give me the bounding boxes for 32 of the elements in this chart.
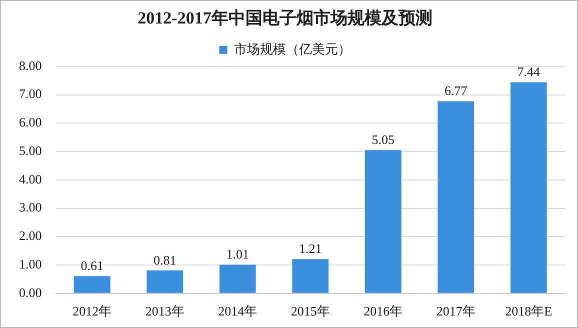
bar	[438, 101, 474, 293]
x-tick-label: 2015年	[290, 304, 330, 319]
data-label: 0.81	[154, 252, 176, 268]
data-label: 1.21	[299, 240, 322, 256]
y-tick-label: 4.00	[19, 171, 42, 186]
data-label: 0.61	[80, 258, 104, 274]
x-tick-label: 2017年	[436, 304, 476, 319]
bar	[364, 150, 402, 293]
y-tick-label: 5.00	[19, 142, 42, 158]
y-tick-label: 6.00	[19, 114, 42, 130]
legend-label: 市场规模（亿美元）	[234, 41, 351, 56]
data-label: 5.05	[372, 132, 394, 148]
bar	[292, 259, 329, 293]
y-tick-label: 3.00	[19, 200, 42, 215]
y-tick-label: 8.00	[19, 58, 42, 73]
data-label: 1.01	[226, 246, 249, 262]
chart-title: 2012-2017年中国电子烟市场规模及预测	[138, 8, 432, 28]
x-tick-label: 2012年	[72, 304, 112, 319]
x-tick-label: 2013年	[145, 304, 184, 319]
y-tick-label: 0.00	[19, 284, 42, 300]
bar	[74, 276, 110, 293]
bar	[510, 82, 547, 293]
bar	[219, 264, 256, 293]
y-tick-label: 7.00	[19, 86, 42, 102]
y-tick-label: 1.00	[19, 256, 42, 272]
data-label: 6.77	[444, 83, 468, 98]
x-tick-label: 2016年	[364, 304, 403, 319]
x-tick-label: 2018年E	[505, 304, 552, 319]
x-tick-label: 2014年	[218, 304, 258, 319]
data-label: 7.44	[517, 64, 540, 80]
bar	[146, 270, 184, 293]
y-tick-label: 2.00	[19, 228, 42, 244]
